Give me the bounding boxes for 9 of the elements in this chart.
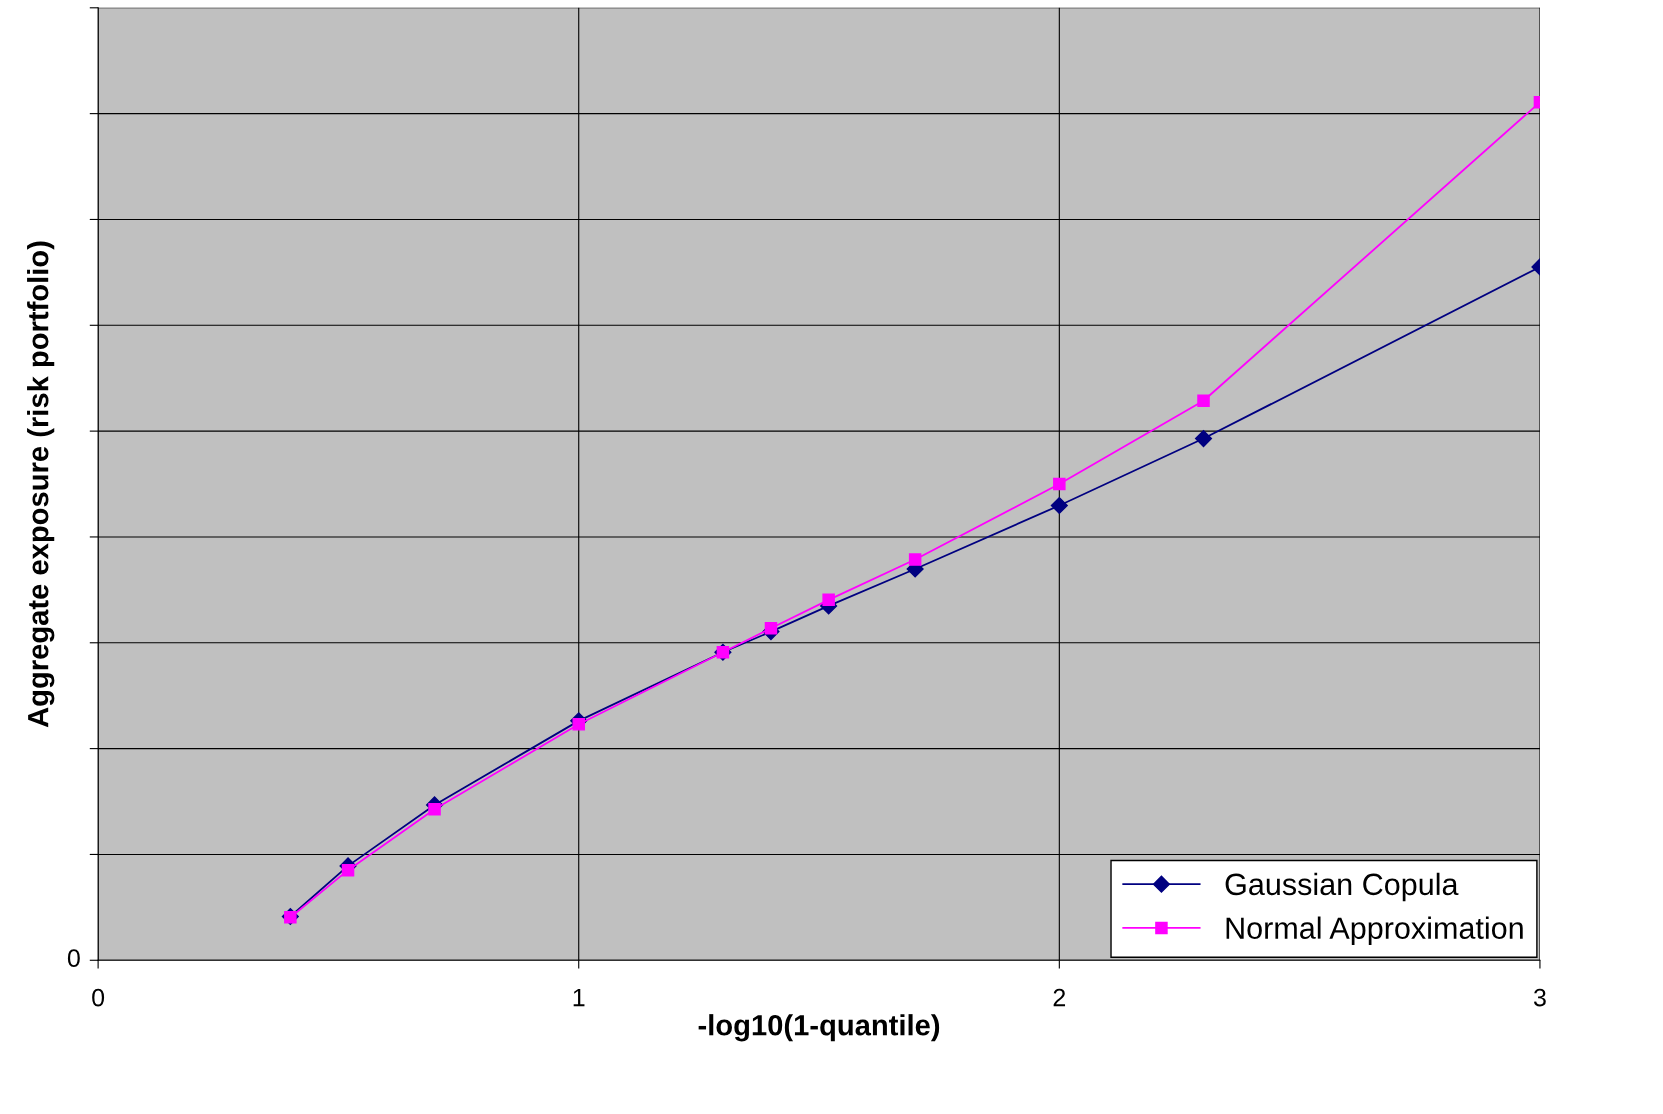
legend-label: Gaussian Copula — [1225, 872, 1459, 902]
y-axis-title: Aggregate exposure (risk portfolio) — [27, 241, 55, 728]
x-tick-label: 2 — [1053, 988, 1066, 1007]
legend-label: Normal Approximation — [1226, 916, 1523, 945]
text: 0 — [67, 949, 80, 967]
x-axis-title: -log10(1-quantile) — [698, 1014, 940, 1042]
x-tick-label: 1 — [573, 988, 585, 1007]
x-tick-label: 0 — [92, 988, 105, 1007]
x-tick-label: 3 — [1533, 988, 1546, 1007]
